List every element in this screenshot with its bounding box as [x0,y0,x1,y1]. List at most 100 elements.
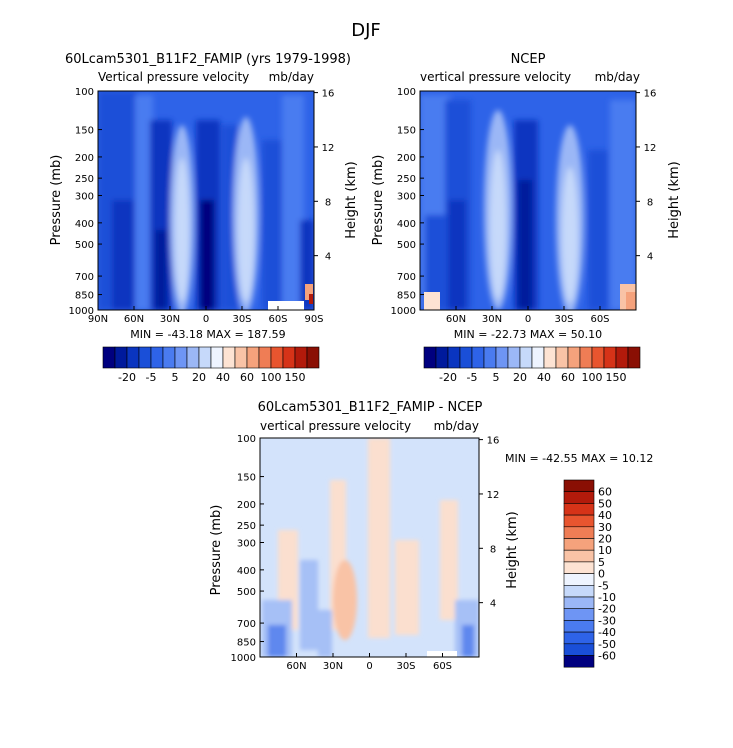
colorbar-label: 150 [285,371,306,384]
colorbar-box [174,346,188,369]
lat-tick-label: 60N [446,314,466,325]
panel-model: 60Lcam5301_B11F2_FAMIP (yrs 1979-1998) V… [49,52,359,384]
panel-model-pressure-ticks: 100 150 200 250 300 400 500 700 850 1000 [69,87,102,317]
colorbar-label: -60 [598,650,616,663]
colorbar-label: -40 [598,626,616,639]
colorbar-box [563,643,595,656]
colorbar-box [102,346,116,369]
colorbar-label: 20 [192,371,206,384]
panel-diff-ylabel: Pressure (mb) [209,505,224,596]
colorbar-label: -20 [439,371,457,384]
panel-diff: 60Lcam5301_B11F2_FAMIP - NCEP vertical p… [209,400,653,672]
colorbar-label: 50 [598,497,612,510]
lat-tick-label: 0 [525,314,531,325]
panel-ncep-lat-ticks: 60N 30N 0 30S 60S [446,306,610,325]
height-tick-label: 12 [644,143,657,154]
colorbar-box [563,561,595,574]
panel-ncep-y2label: Height (km) [667,161,682,238]
pressure-tick-label: 700 [237,619,256,630]
panel-ncep-subtitle: vertical pressure velocity [420,70,571,84]
pressure-tick-label: 1000 [231,653,256,664]
panel-diff-minmax: MIN = -42.55 MAX = 10.12 [505,452,653,465]
panel-diff-units: mb/day [434,419,479,433]
colorbar-box [282,346,296,369]
panel-ncep-minmax: MIN = -22.73 MAX = 50.10 [454,328,602,341]
height-tick-label: 4 [325,252,331,263]
colorbar-box [447,346,461,369]
colorbar-box [615,346,629,369]
colorbar-box [567,346,581,369]
panel-model-title: 60Lcam5301_B11F2_FAMIP (yrs 1979-1998) [65,52,351,67]
colorbar-label: 150 [606,371,627,384]
pressure-tick-label: 250 [237,521,256,532]
colorbar-box [563,584,595,598]
lat-tick-label: 0 [366,661,372,672]
pressure-tick-label: 500 [237,587,256,598]
pressure-tick-label: 100 [397,87,416,98]
colorbar-box [563,596,595,609]
colorbar-box [294,346,308,369]
pressure-tick-label: 400 [237,566,256,577]
colorbar-label: 60 [240,371,254,384]
panel-diff-title: 60Lcam5301_B11F2_FAMIP - NCEP [258,400,483,415]
lat-tick-label: 30N [160,314,180,325]
colorbar-label: 40 [216,371,230,384]
pressure-tick-label: 150 [237,473,256,484]
colorbar-label: 20 [598,533,612,546]
pressure-tick-label: 1000 [69,306,94,317]
pressure-tick-label: 200 [75,153,94,164]
panel-ncep-ylabel: Pressure (mb) [371,155,386,246]
pressure-tick-label: 150 [75,126,94,137]
colorbar-label: 5 [493,371,500,384]
panel-model-ylabel: Pressure (mb) [49,155,64,246]
colorbar-box [519,346,533,369]
colorbar-label: 60 [561,371,575,384]
colorbar-box [246,346,260,369]
height-tick-label: 16 [644,89,657,100]
panel-model-y2label: Height (km) [344,161,359,238]
panel-ncep-colorbar: -20 -5 5 20 40 60 100 150 [423,346,641,384]
colorbar-box [138,346,152,369]
panel-ncep-height-ticks: 16 12 8 4 [636,89,656,263]
panel-diff-subtitle: vertical pressure velocity [260,419,411,433]
colorbar-box [198,346,212,369]
lat-tick-label: 60S [268,314,287,325]
pressure-tick-label: 200 [237,500,256,511]
pressure-tick-label: 100 [75,87,94,98]
height-tick-label: 8 [490,544,496,555]
lat-tick-label: 30S [396,661,415,672]
panel-model-lat-ticks: 90N 60N 30N 0 30S 60S 90S [88,306,324,325]
colorbar-box [507,346,521,369]
colorbar-label: -20 [118,371,136,384]
pressure-tick-label: 700 [397,272,416,283]
panel-model-height-ticks: 16 12 8 4 [314,89,334,263]
pressure-tick-label: 400 [75,219,94,230]
colorbar-label: -5 [598,579,609,592]
page-title: DJF [351,20,381,41]
colorbar-box [563,479,595,492]
colorbar-box [627,346,641,369]
pressure-tick-label: 1000 [391,306,416,317]
panel-diff-lat-ticks: 60N 30N 0 30S 60S [286,653,452,672]
colorbar-label: 10 [598,544,612,557]
colorbar-box [495,346,509,369]
lat-tick-label: 30N [323,661,343,672]
lat-tick-label: 30S [232,314,251,325]
colorbar-box [234,346,248,369]
pressure-tick-label: 100 [237,434,256,445]
panel-ncep-pressure-ticks: 100 150 200 250 300 400 500 700 850 1000 [391,87,424,317]
panel-model-units: mb/day [269,70,314,84]
colorbar-box [459,346,473,369]
colorbar-box [222,346,236,369]
colorbar-box [563,608,595,621]
pressure-tick-label: 850 [237,638,256,649]
colorbar-box [306,346,320,369]
colorbar-label: 30 [598,521,612,534]
panel-model-colorbar: -20 -5 5 20 40 60 100 150 [102,346,320,384]
colorbar-box [423,346,437,369]
colorbar-label: 5 [172,371,179,384]
colorbar-label: 60 [598,486,612,499]
colorbar-box [186,346,200,369]
lat-tick-label: 30S [554,314,573,325]
